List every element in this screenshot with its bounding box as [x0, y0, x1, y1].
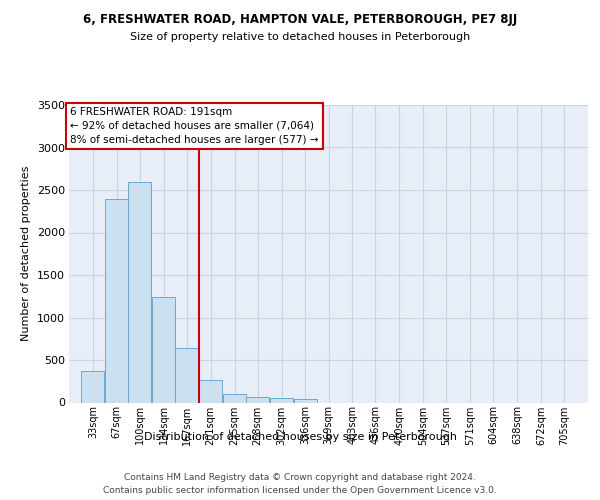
Bar [82, 370, 104, 402]
Bar [152, 297, 175, 403]
Text: 6 FRESHWATER ROAD: 191sqm
← 92% of detached houses are smaller (7,064)
8% of sem: 6 FRESHWATER ROAD: 191sqm ← 92% of detac… [70, 106, 319, 144]
Text: Contains public sector information licensed under the Open Government Licence v3: Contains public sector information licen… [103, 486, 497, 495]
Bar [270, 398, 293, 402]
Bar [294, 398, 317, 402]
Text: Contains HM Land Registry data © Crown copyright and database right 2024.: Contains HM Land Registry data © Crown c… [124, 472, 476, 482]
Bar [128, 182, 151, 402]
Text: Size of property relative to detached houses in Peterborough: Size of property relative to detached ho… [130, 32, 470, 42]
Bar [223, 394, 246, 402]
Bar [105, 200, 128, 402]
Text: 6, FRESHWATER ROAD, HAMPTON VALE, PETERBOROUGH, PE7 8JJ: 6, FRESHWATER ROAD, HAMPTON VALE, PETERB… [83, 12, 517, 26]
Bar [246, 398, 269, 402]
Y-axis label: Number of detached properties: Number of detached properties [21, 166, 31, 342]
Text: Distribution of detached houses by size in Peterborough: Distribution of detached houses by size … [143, 432, 457, 442]
Bar [199, 380, 222, 402]
Bar [175, 348, 198, 403]
